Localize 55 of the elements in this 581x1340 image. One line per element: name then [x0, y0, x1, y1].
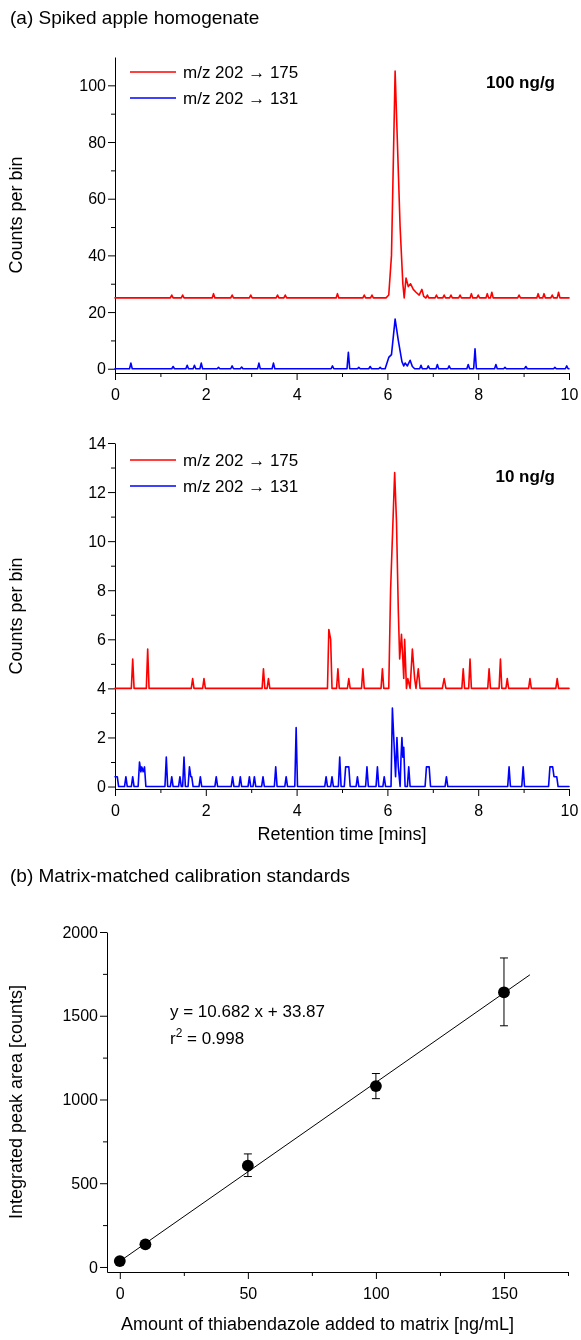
y-tick-label: 0 — [97, 360, 107, 378]
legend-label: m/z 202 → 131 — [183, 89, 299, 108]
y-axis-title: Counts per bin — [6, 557, 26, 675]
x-tick-label: 10 — [560, 385, 579, 403]
x-tick-label: 0 — [115, 1284, 125, 1302]
y-tick-label: 14 — [88, 434, 107, 452]
y-tick-label: 0 — [97, 778, 107, 796]
legend-label: m/z 202 → 131 — [183, 477, 299, 496]
x-tick-label: 100 — [363, 1284, 390, 1302]
x-tick-label: 10 — [560, 801, 579, 819]
y-tick-label: 40 — [88, 247, 107, 265]
x-tick-label: 4 — [292, 385, 302, 403]
x-axis-title: Retention time [mins] — [257, 824, 427, 844]
y-tick-label: 6 — [97, 630, 107, 648]
y-tick-label: 20 — [88, 303, 107, 321]
y-tick-label: 8 — [97, 581, 107, 599]
x-tick-label: 2 — [201, 801, 211, 819]
point — [241, 1159, 254, 1172]
annotation: 10 ng/g — [495, 467, 555, 486]
y-tick-label: 12 — [88, 483, 107, 501]
point — [370, 1080, 382, 1092]
y-tick-label: 60 — [88, 190, 107, 208]
annotation: r$^{2}$ = 0.998 — [170, 1026, 245, 1048]
y-tick-label: 10 — [88, 532, 107, 550]
x-tick-label: 4 — [292, 801, 302, 819]
x-tick-label: 0 — [111, 385, 121, 403]
x-tick-label: 50 — [239, 1284, 258, 1302]
chart-title: (a) Spiked apple homogenate — [10, 7, 260, 28]
x-tick-label: 8 — [474, 385, 484, 403]
y-tick-label: 2 — [97, 729, 107, 747]
annotation: y = 10.682 x + 33.87 — [170, 1002, 326, 1021]
legend-label: m/z 202 → 175 — [183, 451, 299, 470]
point — [113, 1255, 126, 1268]
x-axis-title: Amount of thiabendazole added to matrix [ng/mL] — [120, 1314, 515, 1334]
y-tick-label: 2000 — [62, 923, 99, 941]
y-tick-label: 0 — [89, 1258, 99, 1276]
legend-label: m/z 202 → 175 — [183, 63, 299, 82]
line-series — [114, 471, 570, 690]
x-tick-label: 150 — [491, 1284, 518, 1302]
y-axis-title: Integrated peak area [counts] — [6, 984, 26, 1220]
y-tick-label: 500 — [71, 1174, 99, 1192]
x-tick-label: 6 — [383, 385, 393, 403]
y-tick-label: 4 — [97, 680, 107, 698]
x-tick-label: 2 — [201, 385, 211, 403]
line-series — [114, 318, 570, 370]
y-tick-label: 1500 — [62, 1007, 99, 1025]
annotation: 100 ng/g — [486, 73, 555, 92]
x-tick-label: 0 — [111, 801, 121, 819]
y-tick-label: 80 — [88, 133, 107, 151]
x-tick-label: 8 — [474, 801, 484, 819]
y-tick-label: 1000 — [62, 1091, 99, 1109]
x-tick-label: 6 — [383, 801, 393, 819]
y-tick-label: 100 — [79, 76, 107, 94]
chart-title: (b) Matrix-matched calibration standards — [10, 865, 351, 886]
y-axis-title: Counts per bin — [6, 156, 26, 274]
